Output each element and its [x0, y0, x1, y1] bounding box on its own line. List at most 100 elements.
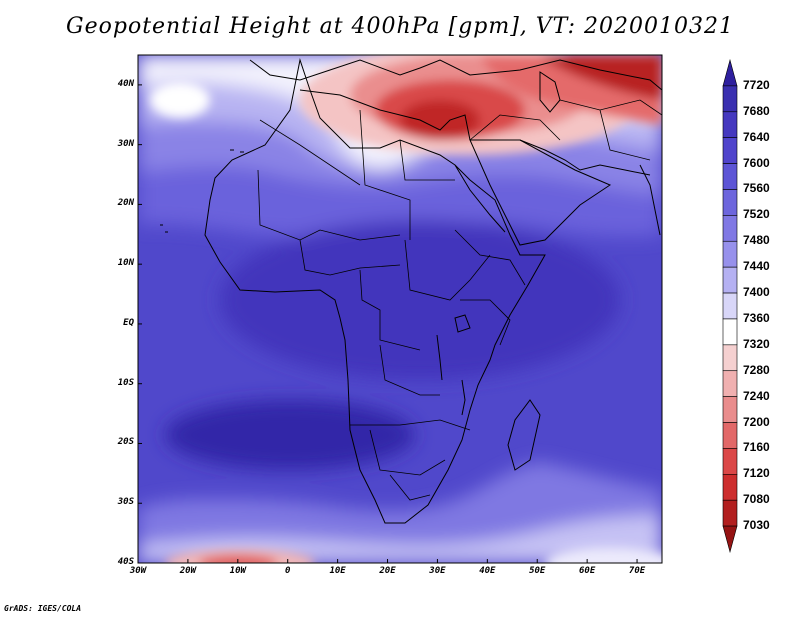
colorbar-swatch [722, 292, 738, 320]
colorbar-label: 7240 [743, 388, 770, 403]
colorbar-label: 7080 [743, 492, 770, 507]
colorbar-swatch [722, 448, 738, 475]
lat-tick-label: 30S [117, 497, 134, 508]
lon-tick-label: 10W [229, 566, 246, 576]
field-high-south-indian [545, 547, 662, 563]
europe-coastline [249, 59, 662, 91]
lon-tick-label: 0 [284, 566, 291, 576]
colorbar-label: 7520 [743, 207, 770, 222]
colorbar-swatch [722, 370, 738, 397]
lake-tanganyika [436, 334, 443, 381]
colorbar-swatch [722, 137, 738, 164]
axis-ticks [137, 84, 638, 564]
field-high-north-atlantic [150, 82, 210, 118]
field-ridge-ne-core [540, 55, 662, 100]
lat-tick-label: 20S [117, 437, 134, 448]
border-middle-east-1 [469, 114, 561, 141]
border-central-1 [359, 269, 421, 351]
coastlines-and-borders [160, 58, 662, 524]
colorbar-label: 7120 [743, 466, 770, 481]
border-south-2 [369, 429, 446, 476]
persian-gulf-coastline [519, 139, 651, 176]
colorbar-swatch [722, 189, 738, 216]
border-middle-east-2 [559, 99, 662, 116]
colorbar-swatch [722, 163, 738, 190]
border-north-africa-2 [359, 109, 411, 240]
mediterranean-coastline [299, 89, 471, 141]
colorbar-label: 7030 [743, 518, 770, 533]
caspian-coastline [539, 71, 561, 113]
colorbar-label: 7400 [743, 285, 770, 300]
arabian-peninsula-coastline [469, 139, 612, 246]
africa-coastline [204, 58, 546, 524]
colorbar-swatch [722, 499, 738, 527]
lon-tick-label: 20W [179, 566, 197, 576]
map-title: Geopotential Height at 400hPa [gpm], VT:… [66, 14, 734, 39]
border-central-2 [379, 344, 440, 396]
cape-verde-islands [160, 224, 168, 233]
border-north-africa-3 [399, 139, 455, 181]
map-frame [137, 54, 663, 564]
lon-tick-label: 60E [579, 566, 596, 576]
country-borders [257, 99, 662, 501]
colorbar-swatch [722, 525, 738, 554]
colorbar-swatch [722, 215, 738, 242]
lat-tick-label: 10N [117, 258, 134, 269]
colorbar-swatch [722, 266, 738, 294]
border-sahel-2 [299, 239, 401, 276]
red-sea-coastline [454, 164, 506, 233]
border-sahel-1 [257, 169, 401, 241]
lon-tick-label: 40E [479, 566, 496, 576]
colorbar-label: 7200 [743, 414, 770, 429]
colorbar-label: 7720 [743, 77, 770, 92]
border-south-1 [350, 419, 471, 431]
border-east-1 [460, 299, 511, 346]
madagascar-coastline [507, 399, 541, 471]
lon-tick-label: 30W [129, 566, 147, 576]
colorbar-label: 7440 [743, 259, 770, 274]
colorbar-label: 7320 [743, 336, 770, 351]
field-low-7720-south [165, 400, 415, 470]
colorbar-label: 7480 [743, 233, 770, 248]
colorbar-label: 7280 [743, 362, 770, 377]
colorbar-label: 7600 [743, 155, 770, 170]
canary-islands [230, 149, 244, 153]
colorbar-label: 7640 [743, 129, 770, 144]
lat-tick-label: EQ [123, 317, 134, 328]
colorbar-swatch [722, 58, 738, 87]
border-south-3 [389, 474, 431, 501]
colorbar-swatch [722, 396, 738, 423]
field-ridge-7080 [400, 100, 480, 140]
colorbar-swatch [722, 240, 738, 268]
colorbar-label: 7360 [743, 310, 770, 325]
colorbar-swatch [722, 85, 738, 113]
height-field [138, 55, 662, 563]
colorbar-swatch [722, 318, 738, 346]
lon-tick-label: 30E [429, 566, 446, 576]
border-middle-east-3 [599, 109, 651, 161]
grads-credit: GrADS: IGES/COLA [4, 604, 82, 613]
colorbar-swatch [722, 422, 738, 449]
india-coastline [639, 164, 661, 236]
lat-tick-label: 40N [117, 78, 134, 89]
lon-tick-label: 10E [329, 566, 346, 576]
field-low-7680-central [220, 220, 620, 380]
colorbar-label: 7560 [743, 181, 770, 196]
border-horn [454, 229, 526, 286]
lake-victoria [454, 314, 471, 333]
lat-tick-label: 40S [117, 557, 134, 567]
lon-tick-label: 50E [529, 566, 546, 576]
colorbar [722, 58, 738, 554]
lon-tick-label: 70E [628, 566, 646, 576]
colorbar-swatch [722, 474, 738, 501]
colorbar-swatch [722, 344, 738, 372]
border-north-africa-1 [259, 119, 361, 186]
colorbar-swatch [722, 111, 738, 138]
lat-tick-label: 10S [117, 377, 134, 388]
colorbar-label: 7160 [743, 440, 770, 455]
lon-tick-label: 20E [379, 566, 396, 576]
lat-tick-label: 20N [117, 198, 134, 209]
colorbar-label: 7680 [743, 103, 770, 118]
